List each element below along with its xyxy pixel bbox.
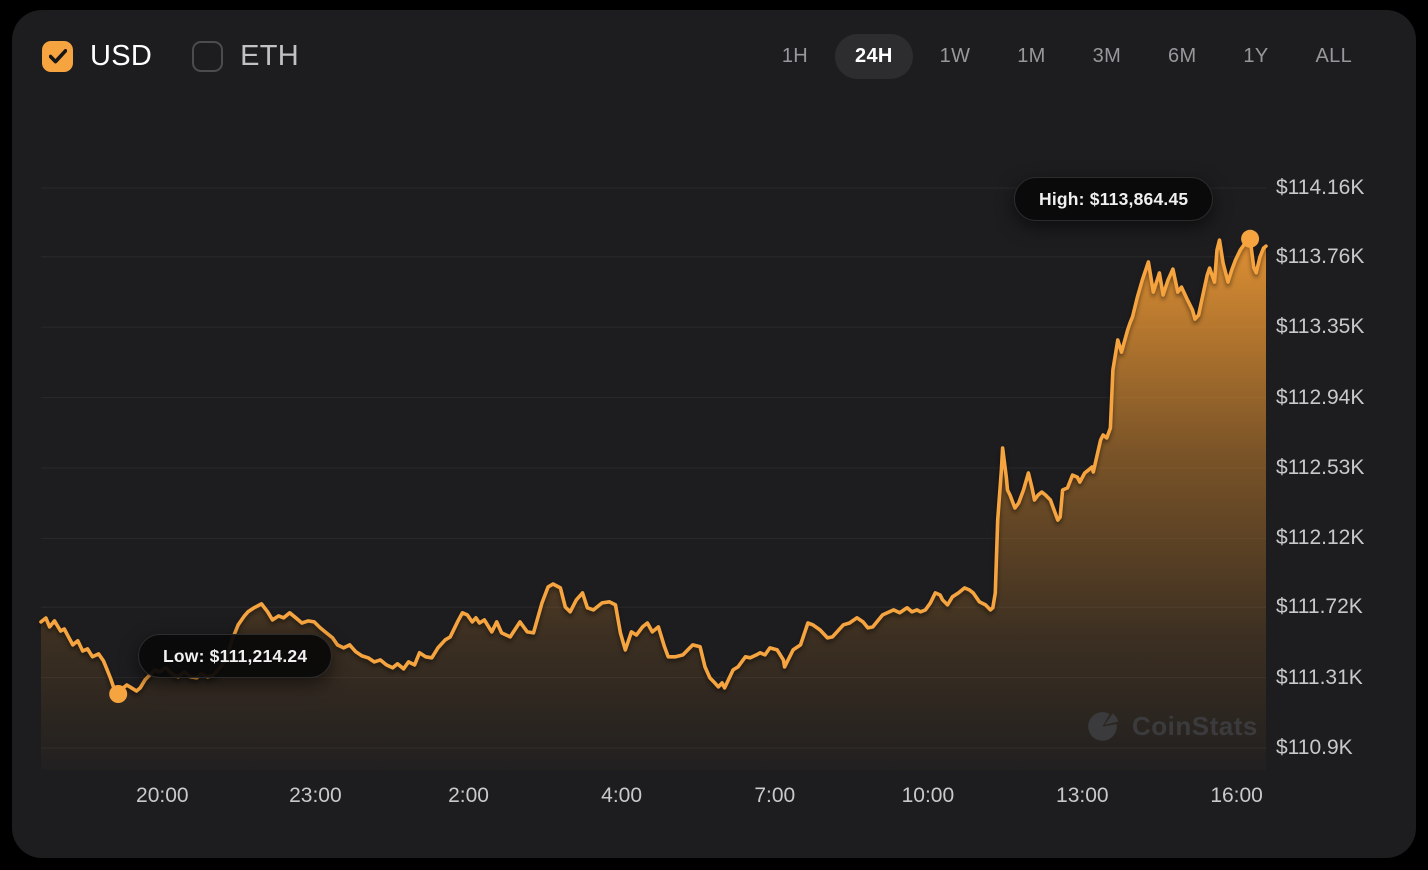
coinstats-logo-icon — [1088, 712, 1119, 741]
range-button-1w[interactable]: 1W — [939, 45, 971, 67]
x-axis: 20:00 23:00 2:00 4:00 7:00 10:00 13:00 16:00 — [41, 782, 1266, 810]
usd-toggle[interactable]: USD — [42, 40, 152, 73]
y-axis-label: $113.35K — [1276, 315, 1365, 339]
y-axis-label: $110.9K — [1276, 736, 1353, 759]
x-axis-label: 23:00 — [289, 784, 342, 807]
time-range-selector: 1H 24H 1W 1M 3M 6M 1Y ALL — [762, 34, 1372, 79]
y-axis-label: $112.94K — [1276, 385, 1365, 409]
range-button-3m[interactable]: 3M — [1092, 45, 1122, 67]
extreme-markers — [109, 229, 1260, 703]
x-axis-label: 20:00 — [136, 784, 189, 807]
high-marker — [1241, 229, 1260, 248]
y-axis-label: $113.76K — [1276, 244, 1365, 268]
range-button-1m[interactable]: 1M — [1017, 45, 1046, 67]
chart-card: USD ETH 1H 24H 1W 1M 3M 6M 1Y ALL — [12, 10, 1416, 858]
high-tooltip: High: $113,864.45 — [1014, 177, 1214, 221]
low-marker — [109, 685, 128, 703]
y-axis-label: $111.72K — [1276, 595, 1363, 619]
x-axis-label: 13:00 — [1056, 784, 1109, 807]
price-area-fill — [41, 238, 1266, 770]
x-axis-label: 10:00 — [901, 784, 955, 807]
range-button-1y[interactable]: 1Y — [1243, 45, 1269, 67]
y-axis-label: $114.16K — [1276, 176, 1365, 199]
coinstats-watermark-text: CoinStats — [1132, 711, 1258, 741]
x-axis-label: 7:00 — [754, 784, 796, 807]
range-button-24h[interactable]: 24H — [835, 34, 913, 79]
eth-checkbox-unchecked-icon[interactable] — [192, 41, 224, 72]
usd-toggle-label: USD — [90, 40, 153, 72]
price-line — [39, 237, 1268, 696]
currency-toggles: USD ETH — [42, 40, 299, 73]
eth-toggle[interactable]: ETH — [192, 40, 299, 73]
range-button-6m[interactable]: 6M — [1168, 45, 1197, 67]
usd-checkbox-checked-icon[interactable] — [42, 41, 73, 72]
eth-toggle-label: ETH — [240, 40, 300, 72]
checkmark-icon — [48, 49, 67, 64]
y-axis-label: $112.53K — [1276, 456, 1365, 479]
x-axis-label: 16:00 — [1210, 784, 1263, 807]
low-tooltip: Low: $111,214.24 — [138, 634, 333, 678]
price-chart[interactable] — [39, 115, 1268, 770]
coinstats-watermark: CoinStats — [1086, 710, 1258, 743]
y-axis-label: $111.31K — [1276, 665, 1363, 689]
range-button-1h[interactable]: 1H — [781, 45, 809, 67]
x-axis-label: 4:00 — [601, 784, 643, 807]
range-button-all[interactable]: ALL — [1315, 45, 1352, 67]
x-axis-label: 2:00 — [448, 784, 489, 807]
y-axis-label: $112.12K — [1276, 526, 1365, 550]
